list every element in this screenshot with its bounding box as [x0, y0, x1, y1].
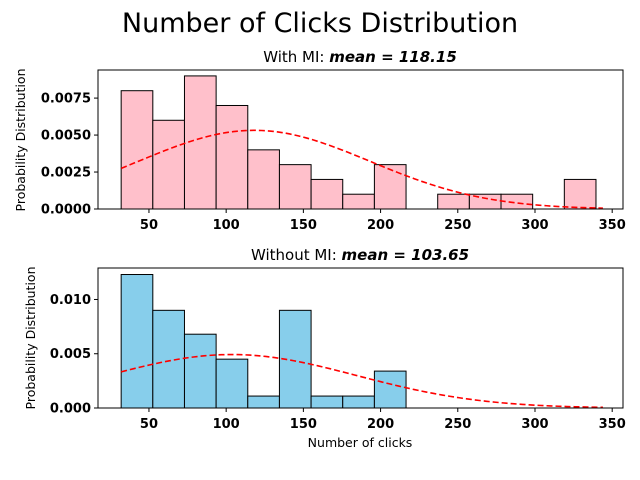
- without-mi-xtick-label: 100: [213, 417, 240, 432]
- chart-with-mi-yticks: 0.0000 0.0025 0.0050 0.0075: [41, 92, 98, 218]
- with-mi-bar: [373, 164, 407, 210]
- figure-title: Number of Clicks Distribution: [122, 8, 518, 39]
- with-mi-ytick-label: 0.0050: [41, 129, 91, 144]
- chart-with-mi-title-prefix: With MI:: [263, 48, 329, 66]
- without-mi-ytick-label: 0.000: [50, 402, 91, 417]
- without-mi-bar: [215, 358, 249, 409]
- chart-without-mi-title-mean: mean = 103.65: [342, 246, 470, 264]
- with-mi-bar: [500, 193, 534, 210]
- chart-without-mi-title: Without MI: mean = 103.65: [251, 246, 469, 264]
- chart-with-mi-xticks: 50 100 150 200 250 300 350: [140, 209, 626, 233]
- chart-with-mi-frame: [97, 69, 624, 210]
- with-mi-bar: [152, 119, 185, 210]
- chart-with-mi-density-curve: [120, 129, 603, 209]
- with-mi-bar: [310, 178, 344, 210]
- with-mi-bar: [247, 149, 280, 210]
- chart-with-mi-ylabel: Probability Distribution: [13, 69, 28, 212]
- chart-without-mi-xticks: 50 100 150 200 250 300 350: [140, 408, 626, 432]
- with-mi-xtick-label: 350: [599, 218, 626, 233]
- chart-without-mi-ylabel: Probability Distribution: [23, 267, 38, 410]
- with-mi-xtick-label: 100: [213, 218, 240, 233]
- without-mi-bar: [310, 395, 344, 409]
- without-mi-bar: [183, 333, 217, 409]
- without-mi-bar: [247, 395, 280, 409]
- chart-with-mi-bars: [120, 75, 597, 210]
- with-mi-bar: [342, 193, 375, 210]
- chart-without-mi-xlabel: Number of clicks: [308, 435, 413, 450]
- chart-without-mi-title-prefix: Without MI:: [251, 246, 342, 264]
- chart-with-mi: With MI: mean = 118.15 Probability Distr…: [13, 48, 626, 233]
- chart-without-mi: Without MI: mean = 103.65 Probability Di…: [23, 246, 626, 450]
- without-mi-xtick-label: 150: [290, 417, 317, 432]
- without-mi-ytick-label: 0.010: [50, 293, 91, 308]
- without-mi-xtick-label: 200: [367, 417, 394, 432]
- with-mi-bar: [215, 104, 249, 210]
- without-mi-xtick-label: 250: [444, 417, 471, 432]
- without-mi-xtick-label: 300: [521, 417, 548, 432]
- with-mi-ytick-label: 0.0025: [41, 166, 91, 181]
- with-mi-xtick-label: 150: [290, 218, 317, 233]
- without-mi-bar: [342, 395, 375, 409]
- with-mi-xtick-label: 50: [140, 218, 158, 233]
- with-mi-bar: [437, 193, 470, 210]
- with-mi-xtick-label: 250: [444, 218, 471, 233]
- without-mi-bar: [373, 370, 407, 409]
- with-mi-bar: [120, 90, 154, 210]
- with-mi-ytick-label: 0.0075: [41, 92, 91, 107]
- without-mi-xtick-label: 350: [599, 417, 626, 432]
- with-mi-xtick-label: 300: [521, 218, 548, 233]
- chart-without-mi-frame: [97, 267, 624, 409]
- chart-without-mi-yticks: 0.000 0.005 0.010: [50, 293, 98, 417]
- without-mi-bar: [120, 274, 154, 409]
- chart-with-mi-title: With MI: mean = 118.15: [263, 48, 457, 66]
- with-mi-ytick-label: 0.0000: [41, 203, 91, 218]
- without-mi-xtick-label: 50: [140, 417, 158, 432]
- with-mi-xtick-label: 200: [367, 218, 394, 233]
- chart-without-mi-density-curve: [120, 353, 603, 409]
- with-mi-bar: [563, 178, 597, 210]
- with-mi-bar: [278, 164, 312, 210]
- without-mi-ytick-label: 0.005: [50, 347, 91, 362]
- chart-with-mi-title-mean: mean = 118.15: [329, 48, 457, 66]
- chart-without-mi-bars: [120, 274, 407, 409]
